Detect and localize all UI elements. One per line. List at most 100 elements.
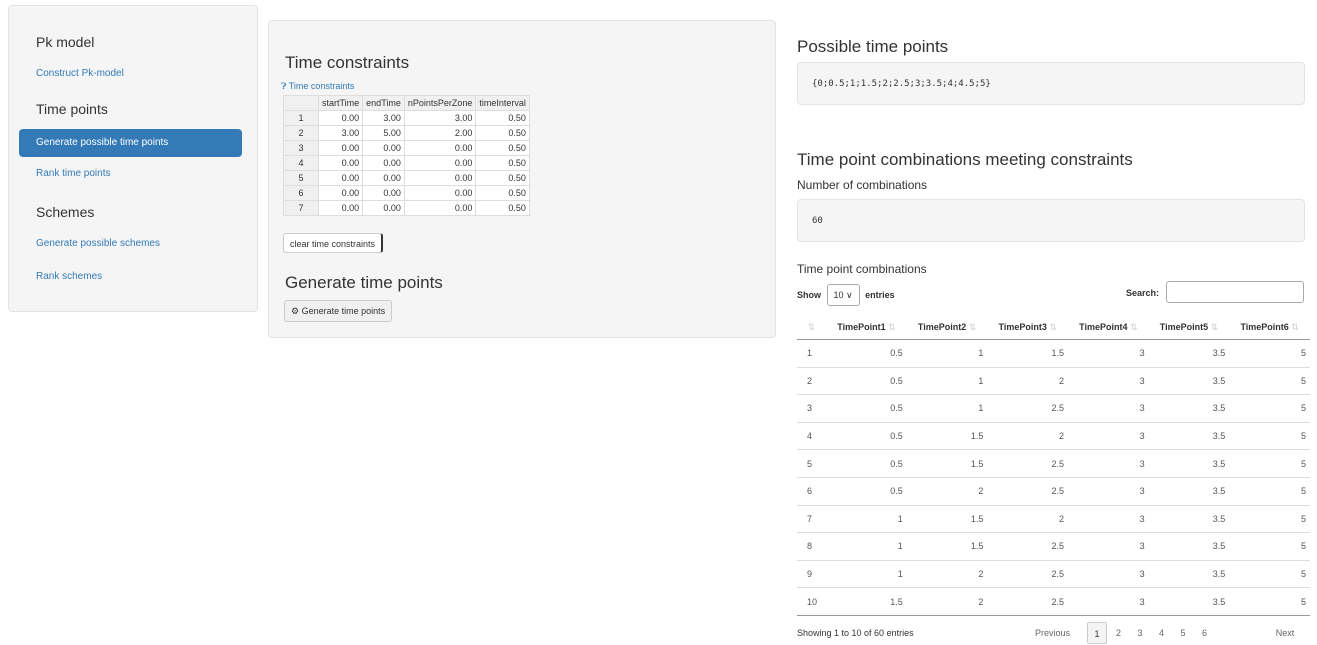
table-cell[interactable]: 0.50	[475, 140, 530, 156]
table-cell[interactable]: 0.50	[475, 110, 530, 126]
page-button[interactable]: 4	[1158, 628, 1164, 638]
table-cell: 4	[797, 421, 827, 450]
generate-button[interactable]: ⚙ Generate time points	[284, 300, 393, 322]
nav-link[interactable]: Generate possible time points	[19, 129, 242, 157]
table-cell[interactable]: 0.00	[403, 185, 477, 201]
table-cell[interactable]: 3.00	[317, 125, 364, 141]
table-cell: 3	[1068, 366, 1149, 395]
table-title: Time point combinations	[797, 262, 927, 276]
previous-button[interactable]: Previous	[1034, 628, 1070, 638]
table-cell[interactable]: 0.50	[475, 185, 530, 201]
column-header[interactable]: TimePoint1	[826, 315, 907, 340]
table-cell: 8	[797, 532, 827, 561]
combinations-title: Time point combinations meeting constrai…	[797, 150, 1133, 169]
nav-link[interactable]: Generate possible schemes	[36, 238, 160, 249]
table-cell: 2.5	[987, 559, 1069, 588]
column-header: startTime	[317, 95, 364, 111]
table-cell: 0.5	[826, 339, 907, 368]
nav-link[interactable]: Rank time points	[36, 168, 111, 179]
table-cell[interactable]: 0.00	[403, 170, 477, 186]
nav-link[interactable]: Rank schemes	[36, 271, 103, 282]
table-cell: 2	[987, 366, 1069, 395]
table-row: 6 0.00 0.00 0.00 0.50	[283, 185, 530, 201]
possible-title: Possible time points	[797, 37, 949, 56]
table-cell[interactable]: 0.00	[362, 200, 405, 216]
table-cell[interactable]: 0.00	[317, 110, 364, 126]
table-cell[interactable]: 0.50	[475, 200, 530, 216]
table-row: 5 0.00 0.00 0.00 0.50	[283, 170, 530, 186]
table-cell: 2	[906, 587, 988, 616]
table-cell: 6	[283, 185, 319, 201]
table-cell: 2.5	[987, 587, 1069, 616]
corner	[283, 95, 319, 111]
table-cell[interactable]: 0.50	[475, 155, 530, 171]
table-cell[interactable]: 0.00	[403, 200, 477, 216]
table-cell: 0.5	[826, 421, 907, 450]
panel-title: Time constraints	[285, 53, 410, 72]
table-cell: 1	[826, 532, 907, 561]
length-select[interactable]: 10 ∨	[826, 284, 860, 306]
column-header[interactable]: TimePoint5	[1148, 315, 1230, 340]
table-cell[interactable]: 3.00	[403, 110, 477, 126]
table-cell[interactable]: 0.50	[475, 170, 530, 186]
page-button[interactable]: 1	[1087, 622, 1107, 644]
table-cell[interactable]: 0.00	[403, 155, 477, 171]
page-button[interactable]: 2	[1115, 628, 1121, 638]
column-header[interactable]: TimePoint4	[1068, 315, 1149, 340]
table-cell[interactable]: 0.50	[475, 125, 530, 141]
table-cell[interactable]: 0.00	[362, 155, 405, 171]
table-cell: 1.5	[906, 421, 988, 450]
table-cell: 3	[1068, 559, 1149, 588]
table-cell: 3	[1068, 476, 1149, 506]
table-cell: 0.5	[826, 394, 907, 423]
table-cell: 5	[1229, 421, 1310, 450]
table-cell[interactable]: 0.00	[362, 140, 405, 156]
table-row: 1 0.5 1 1.5 3 3.5 5	[797, 339, 1310, 368]
column-header[interactable]: TimePoint6	[1229, 315, 1310, 340]
table-cell[interactable]: 2.00	[403, 125, 477, 141]
search-label: Search:	[1126, 288, 1160, 298]
count-box: 60	[797, 199, 1305, 242]
nav-heading: Time points	[36, 101, 108, 117]
table-cell: 3	[1068, 421, 1149, 450]
table-cell: 3.5	[1148, 366, 1230, 395]
search-input[interactable]	[1166, 281, 1304, 303]
table-cell[interactable]: 0.00	[403, 140, 477, 156]
column-header[interactable]: TimePoint3	[987, 315, 1069, 340]
table-cell: 0.5	[826, 366, 907, 395]
help-link[interactable]: ❓︎ Time constraints	[281, 81, 355, 91]
table-cell: 3.5	[1148, 339, 1230, 368]
table-cell[interactable]: 0.00	[317, 155, 364, 171]
table-cell: 3	[797, 394, 827, 423]
table-cell[interactable]: 0.00	[317, 185, 364, 201]
table-row: 4 0.00 0.00 0.00 0.50	[283, 155, 530, 171]
column-header[interactable]: TimePoint2	[906, 315, 988, 340]
table-cell: 2	[906, 476, 988, 506]
table-row: 5 0.5 1.5 2.5 3 3.5 5	[797, 449, 1310, 478]
table-cell: 3.5	[1148, 532, 1230, 561]
table-cell[interactable]: 0.00	[362, 170, 405, 186]
table-cell: 5	[1229, 587, 1310, 616]
table-cell[interactable]: 3.00	[362, 110, 405, 126]
column-header: timeInterval	[475, 95, 530, 111]
table-cell: 5	[283, 170, 319, 186]
table-cell: 5	[797, 449, 827, 478]
table-cell: 1	[906, 339, 988, 368]
page-button[interactable]: 6	[1201, 628, 1207, 638]
table-cell: 3.5	[1148, 559, 1230, 588]
button-text: Generate time points	[301, 306, 386, 316]
length-value: 10	[833, 290, 844, 300]
table-cell[interactable]: 0.00	[362, 185, 405, 201]
table-cell[interactable]: 5.00	[362, 125, 405, 141]
table-cell[interactable]: 0.00	[317, 140, 364, 156]
clear-button[interactable]: clear time constraints	[283, 233, 384, 253]
table-cell[interactable]: 0.00	[317, 170, 364, 186]
page-button[interactable]: 5	[1180, 628, 1186, 638]
next-button[interactable]: Next	[1275, 628, 1295, 638]
table-cell[interactable]: 0.00	[317, 200, 364, 216]
table-cell: 5	[1229, 449, 1310, 478]
table-cell: 1	[797, 339, 827, 368]
nav-link[interactable]: Construct Pk-model	[36, 68, 124, 79]
help-text: Time constraints	[288, 81, 355, 91]
page-button[interactable]: 3	[1137, 628, 1143, 638]
